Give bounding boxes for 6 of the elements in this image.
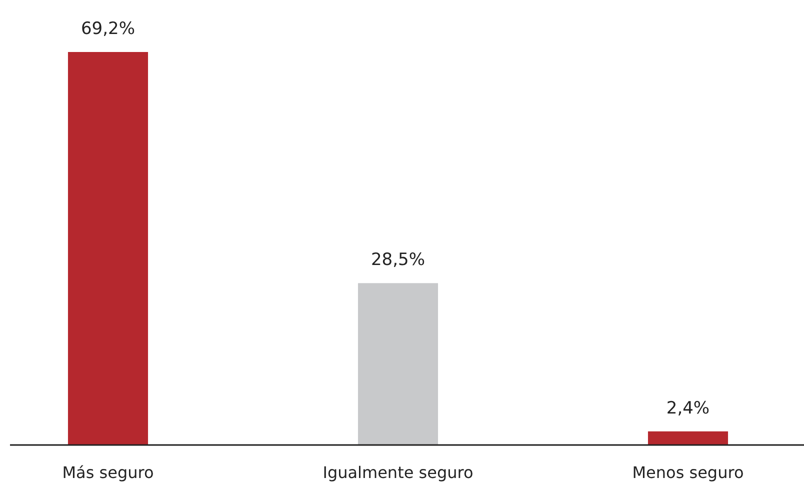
- x-tick-label: Menos seguro: [632, 463, 744, 482]
- x-tick-label: Más seguro: [62, 463, 154, 482]
- data-label: 28,5%: [370, 250, 426, 270]
- data-label: 69,2%: [80, 19, 136, 39]
- x-tick-label: Igualmente seguro: [322, 463, 474, 482]
- data-label: 2,4%: [666, 398, 710, 418]
